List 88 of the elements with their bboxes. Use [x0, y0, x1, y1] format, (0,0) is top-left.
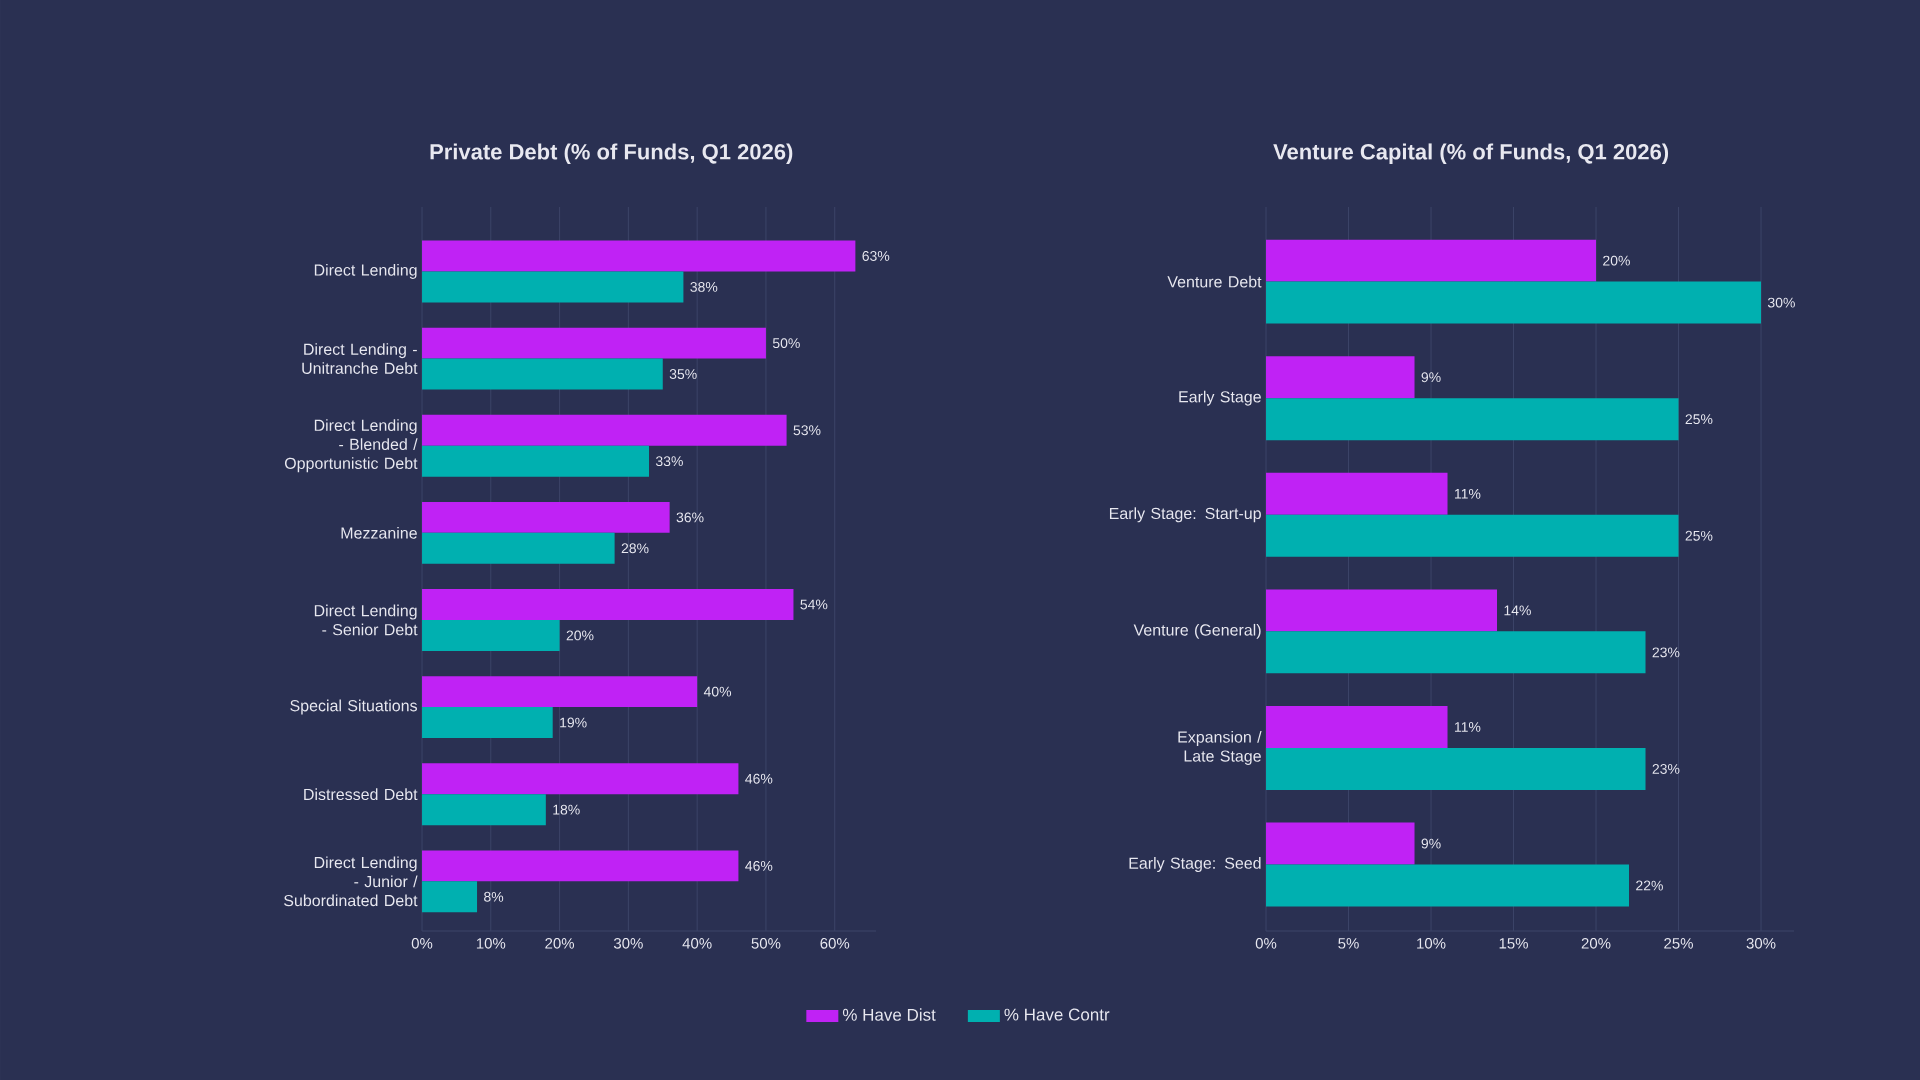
data-label: 63%: [862, 251, 890, 261]
data-label: 22%: [1636, 880, 1663, 891]
bar: [422, 589, 794, 620]
y-tick-label: Venture Debt: [1167, 275, 1262, 288]
bar: [422, 794, 546, 826]
y-tick-label: Early Stage: Seed: [1129, 857, 1261, 872]
x-tick-label: 25%: [1664, 938, 1693, 949]
bar: [1266, 398, 1679, 441]
x-tick-label: 0%: [1255, 938, 1277, 949]
data-label: 33%: [655, 456, 683, 467]
bar: [422, 707, 553, 739]
y-tick-label: Early Stage: [1179, 390, 1261, 406]
bar: [1266, 864, 1630, 907]
data-label: 30%: [1767, 297, 1795, 308]
bar: [422, 445, 650, 477]
data-label: 40%: [703, 686, 732, 697]
data-label: 20%: [1603, 255, 1630, 266]
data-label: 50%: [772, 338, 800, 349]
y-tick-label: Venture (General): [1133, 623, 1261, 639]
bar: [1266, 747, 1646, 790]
data-label: 54%: [800, 599, 828, 610]
data-label: 11%: [1454, 722, 1481, 732]
bar: [422, 240, 856, 272]
y-tick-label: Direct Lending - Senior Debt: [314, 604, 418, 636]
x-tick-label: 0%: [411, 938, 433, 949]
data-label: 19%: [560, 717, 587, 728]
x-tick-label: 15%: [1499, 938, 1528, 949]
bar: [1266, 589, 1498, 632]
bar: [422, 850, 739, 882]
bar: [1266, 705, 1448, 748]
x-tick-label: 60%: [820, 938, 850, 949]
data-label: 46%: [745, 773, 773, 784]
data-label: 38%: [690, 281, 718, 292]
y-tick-label: Direct Lending: [314, 263, 417, 279]
bar: [422, 619, 560, 651]
chart-title: Venture Capital (% of Funds, Q1 2026): [1273, 143, 1669, 164]
bar: [1266, 631, 1646, 674]
data-label: 25%: [1685, 414, 1713, 425]
bar: [422, 414, 787, 446]
chart-title: Private Debt (% of Funds, Q1 2026): [430, 143, 793, 164]
y-tick-label: Direct Lending - Blended / Opportunistic Debt: [284, 419, 418, 473]
x-tick-label: 30%: [613, 938, 643, 949]
data-label: 9%: [1421, 838, 1441, 849]
data-label: 53%: [793, 425, 821, 436]
bar: [1266, 822, 1415, 865]
legend-label: % Have Contr: [1004, 1008, 1110, 1021]
bar: [1266, 514, 1679, 557]
data-label: 46%: [745, 860, 773, 871]
data-label: 8%: [484, 891, 504, 902]
x-tick-label: 20%: [1581, 938, 1611, 949]
data-label: 11%: [1454, 488, 1481, 499]
y-tick-label: Expansion / Late Stage: [1178, 730, 1262, 765]
bar: [422, 271, 684, 303]
data-label: 28%: [621, 543, 649, 554]
bar: [422, 763, 739, 795]
x-tick-label: 30%: [1746, 938, 1776, 949]
y-tick-label: Direct Lending - Junior / Subordinated Debt: [284, 856, 418, 907]
data-label: 36%: [676, 512, 704, 523]
bar: [422, 532, 615, 564]
bar: [422, 501, 670, 533]
y-tick-label: Special Situations: [290, 699, 418, 715]
x-tick-label: 50%: [751, 938, 781, 949]
bar: [1266, 356, 1415, 399]
data-label: 14%: [1504, 605, 1531, 616]
data-label: 23%: [1652, 764, 1680, 774]
y-tick-label: Distressed Debt: [304, 788, 418, 801]
x-tick-label: 10%: [476, 938, 506, 949]
bar: [422, 327, 766, 359]
data-label: 35%: [669, 369, 697, 379]
legend-label: % Have Dist: [842, 1008, 936, 1021]
x-tick-label: 10%: [1417, 938, 1446, 949]
data-label: 18%: [553, 804, 580, 815]
data-label: 23%: [1652, 647, 1680, 658]
y-tick-label: Direct Lending - Unitranche Debt: [302, 343, 418, 374]
y-tick-label: Mezzanine: [341, 526, 417, 539]
data-label: 20%: [566, 630, 594, 641]
bar: [422, 881, 478, 913]
x-tick-label: 40%: [682, 938, 712, 949]
data-label: 25%: [1685, 530, 1713, 541]
x-tick-label: 20%: [545, 938, 575, 949]
bar: [422, 358, 663, 390]
bar: [1266, 239, 1597, 282]
data-label: 9%: [1421, 372, 1441, 383]
x-tick-label: 5%: [1338, 938, 1359, 949]
bar: [1266, 281, 1762, 324]
bar: [1266, 472, 1448, 515]
bar: [422, 676, 698, 708]
y-tick-label: Early Stage: Start-up: [1109, 507, 1261, 523]
